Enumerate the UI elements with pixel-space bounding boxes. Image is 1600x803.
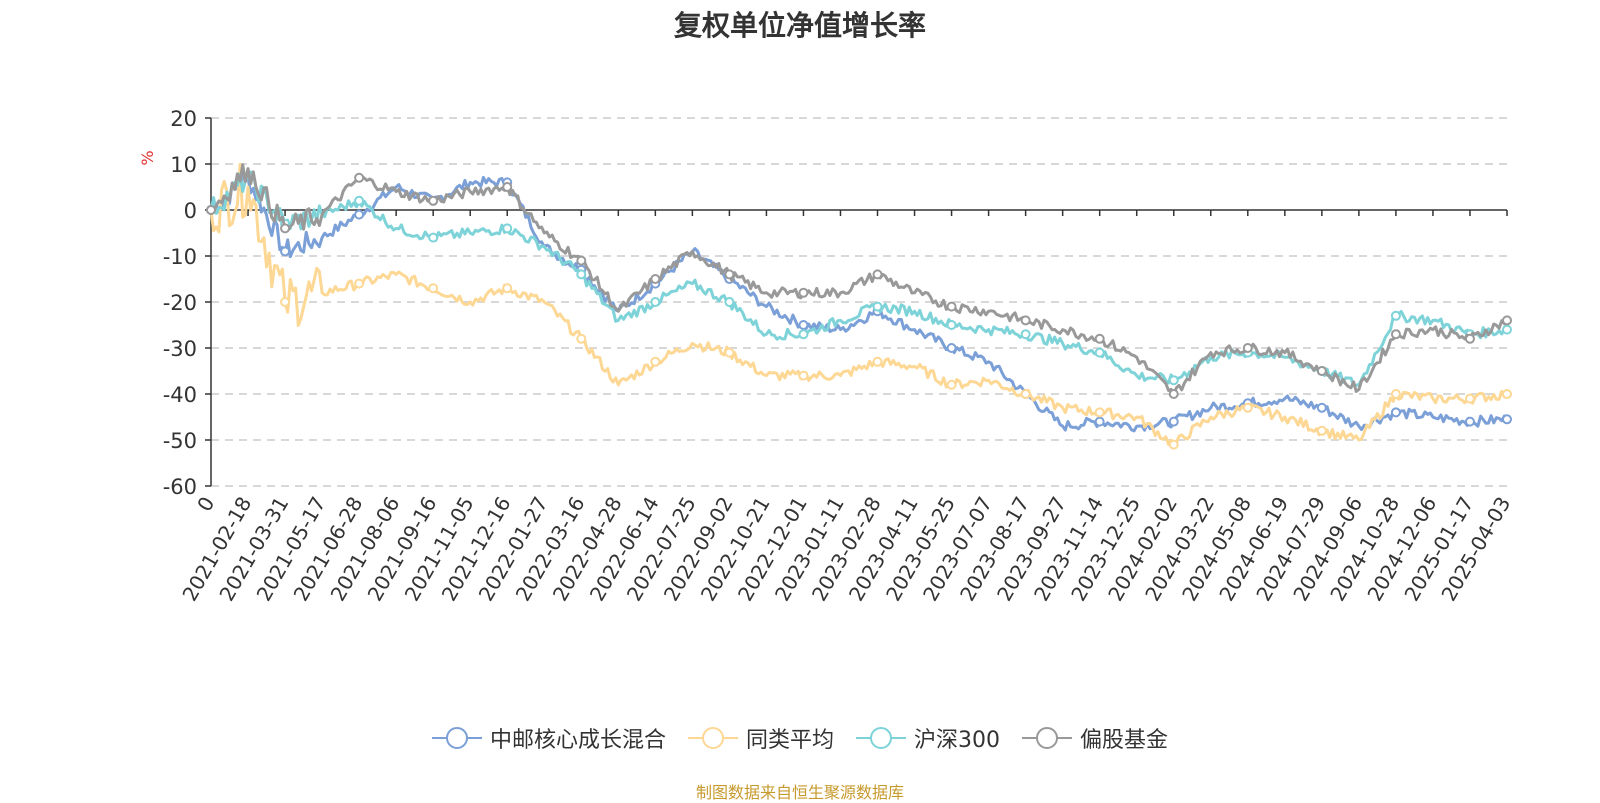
series-0-point-35 — [1502, 414, 1512, 425]
y-tick-label-8: -60 — [163, 475, 197, 499]
series-1-point-10 — [576, 333, 587, 344]
series-1-point-24 — [1094, 407, 1105, 418]
legend-item-0[interactable]: 中邮核心成长混合 — [431, 722, 666, 754]
series-0-point-4 — [354, 209, 365, 220]
series-1-point-30 — [1316, 425, 1327, 436]
series-1-point-4 — [354, 278, 365, 289]
series-3-point-14 — [724, 269, 735, 280]
series-3-point-35 — [1502, 315, 1512, 326]
legend-label-1: 同类平均 — [745, 728, 834, 753]
legend-swatch-0 — [431, 727, 482, 749]
series-0-point-34 — [1464, 416, 1475, 427]
series-3-point-32 — [1390, 329, 1401, 340]
series-3-point-34 — [1464, 333, 1475, 344]
series-2-point-20 — [946, 320, 957, 330]
series-0-point-26 — [1168, 416, 1179, 427]
series-1-point-14 — [724, 347, 735, 358]
series-3-point-24 — [1094, 333, 1105, 344]
series-3-point-26 — [1168, 389, 1179, 399]
series-0-point-32 — [1390, 407, 1401, 418]
series-2-point-12 — [650, 297, 661, 307]
y-tick-label-6: -40 — [163, 383, 197, 407]
series-1-point-26 — [1168, 439, 1179, 450]
series-0-point-24 — [1094, 416, 1105, 427]
y-tick-label-3: -10 — [163, 245, 197, 269]
series-1-point-22 — [1020, 389, 1031, 399]
legend-swatch-1 — [687, 727, 738, 749]
series-2-point-26 — [1168, 375, 1179, 386]
series-3-point-6 — [428, 195, 439, 206]
legend-item-1[interactable]: 同类平均 — [687, 722, 834, 754]
series-2-point-35 — [1502, 324, 1512, 335]
axis-layer: 20100-10-20-30-40-50-6002021-02-182021-0… — [163, 107, 1516, 605]
series-1-point-6 — [428, 283, 439, 294]
series-3-point-20 — [946, 301, 957, 312]
grid-layer — [211, 117, 1507, 487]
y-tick-label-4: -20 — [163, 291, 197, 315]
series-0-point-16 — [798, 320, 809, 330]
series-3-point-16 — [798, 287, 809, 298]
series-0-point-30 — [1316, 402, 1327, 413]
legend-swatch-2 — [856, 727, 906, 749]
series-2-point-18 — [872, 301, 883, 312]
series-3-point-0 — [206, 205, 216, 215]
series-1-point-28 — [1242, 402, 1253, 413]
series-0-point-2 — [280, 246, 291, 257]
series-2-point-4 — [354, 195, 365, 206]
series-2-point-14 — [724, 297, 735, 307]
y-tick-label-7: -50 — [163, 429, 197, 453]
x-tick-label-0: 0 — [192, 493, 219, 516]
series-1-point-8 — [502, 283, 513, 294]
series-3-point-10 — [576, 255, 587, 266]
series-2-point-6 — [428, 232, 439, 243]
y-axis-unit-label: % — [138, 150, 157, 165]
chart-title: 复权单位净值增长率 — [673, 9, 926, 42]
legend-label-0: 中邮核心成长混合 — [489, 728, 666, 753]
series-2-point-22 — [1020, 329, 1031, 340]
y-tick-label-2: 0 — [184, 199, 197, 223]
series-line-3 — [210, 163, 1509, 396]
series-3-point-30 — [1316, 366, 1327, 376]
series-3-point-2 — [280, 223, 291, 234]
legend-label-2: 沪深300 — [914, 728, 1000, 753]
series-1-point-18 — [872, 356, 883, 367]
series-1-point-12 — [650, 356, 661, 367]
legend-item-3[interactable]: 偏股基金 — [1022, 722, 1168, 754]
series-3-point-4 — [354, 172, 365, 183]
y-tick-label-0: 20 — [170, 107, 197, 131]
series-1-point-35 — [1502, 389, 1512, 399]
series-1-point-32 — [1390, 389, 1401, 399]
legend: 中邮核心成长混合 同类平均 沪深300 偏股基金 — [0, 722, 1600, 754]
series-2-point-24 — [1094, 347, 1105, 358]
series-1-point-2 — [280, 297, 291, 307]
series-1-point-34 — [1464, 393, 1475, 404]
legend-label-3: 偏股基金 — [1080, 728, 1169, 753]
series-3-point-28 — [1242, 343, 1253, 353]
series-2-point-16 — [798, 329, 809, 340]
series-2-point-8 — [502, 223, 513, 234]
series-layer — [206, 162, 1512, 450]
series-0-point-20 — [946, 343, 957, 353]
series-line-1 — [209, 162, 1509, 447]
legend-item-2[interactable]: 沪深300 — [856, 722, 1000, 754]
series-2-point-10 — [576, 269, 587, 280]
series-1-point-16 — [798, 370, 809, 381]
legend-swatch-3 — [1022, 727, 1072, 749]
source-note: 制图数据来自恒生聚源数据库 — [695, 783, 904, 802]
series-3-point-8 — [502, 182, 513, 192]
y-tick-label-1: 10 — [170, 153, 197, 177]
series-3-point-12 — [650, 274, 661, 284]
series-3-point-22 — [1020, 315, 1031, 326]
series-line-0 — [210, 174, 1509, 433]
series-3-point-18 — [872, 269, 883, 280]
y-tick-label-5: -30 — [163, 337, 197, 361]
series-1-point-20 — [946, 379, 957, 390]
series-2-point-32 — [1390, 310, 1401, 321]
